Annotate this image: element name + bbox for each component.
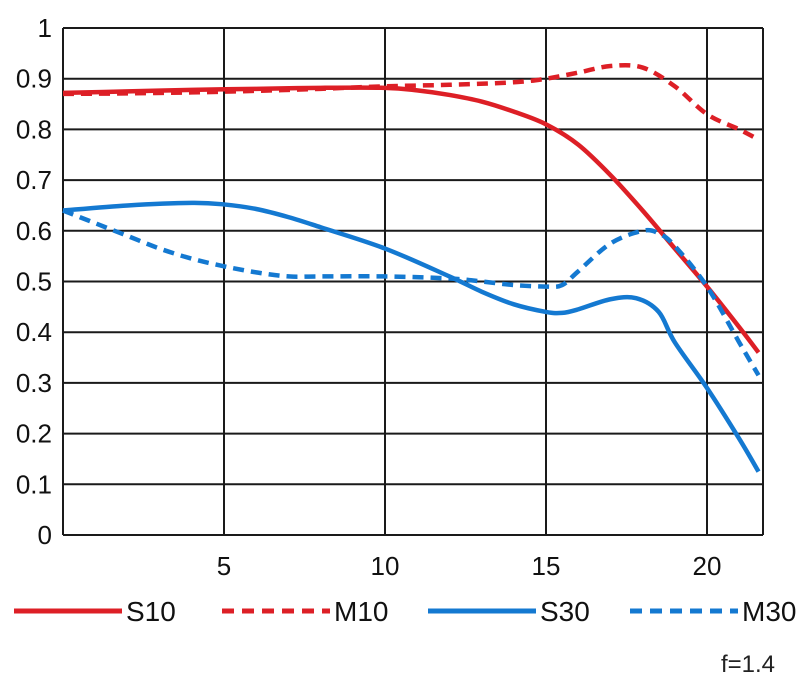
x-tick-label: 20 (693, 551, 722, 581)
y-tick-labels: 0 0.1 0.2 0.3 0.4 0.5 0.6 0.7 0.8 0.9 1 (16, 13, 52, 550)
series-line-m30 (62, 208, 761, 377)
legend-label-m10: M10 (334, 596, 388, 627)
x-tick-label: 15 (532, 551, 561, 581)
grid (62, 27, 764, 536)
x-tick-label: 10 (371, 551, 400, 581)
y-tick-label: 0.9 (16, 64, 52, 94)
series-line-m10 (62, 62, 760, 142)
y-tick-label: 0 (38, 520, 52, 550)
series-line-s30 (62, 200, 761, 473)
legend: S10 M10 S30 M30 (14, 596, 796, 627)
y-tick-label: 0.6 (16, 216, 52, 246)
series-lines (62, 62, 761, 473)
legend-label-m30: M30 (742, 596, 796, 627)
aperture-note: f=1.4 (721, 651, 775, 678)
y-tick-label: 0.1 (16, 469, 52, 499)
x-tick-label: 5 (217, 551, 231, 581)
y-tick-label: 0.7 (16, 165, 52, 195)
y-tick-label: 0.2 (16, 419, 52, 449)
y-tick-label: 0.8 (16, 114, 52, 144)
y-tick-label: 0.3 (16, 368, 52, 398)
legend-label-s30: S30 (540, 596, 590, 627)
x-tick-labels: 5 10 15 20 (217, 551, 722, 581)
y-tick-label: 0.5 (16, 267, 52, 297)
y-tick-label: 1 (38, 13, 52, 43)
series-line-s10 (62, 85, 761, 354)
y-tick-label: 0.4 (16, 317, 52, 347)
legend-label-s10: S10 (126, 596, 176, 627)
